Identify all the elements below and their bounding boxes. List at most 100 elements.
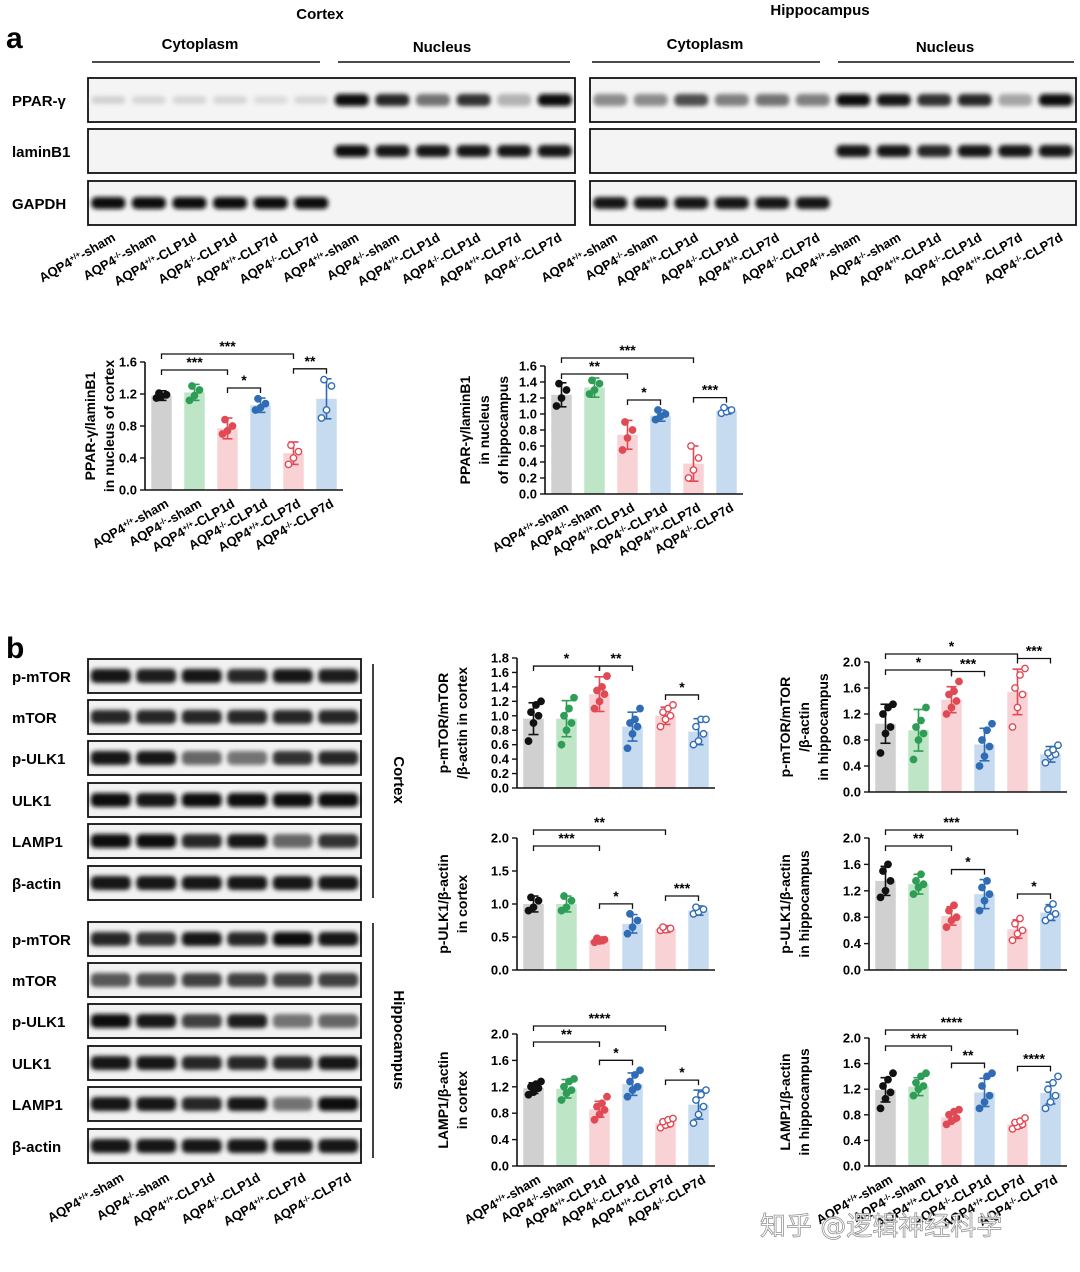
chart-ylabel: in hippocampus bbox=[796, 850, 812, 958]
chart-point bbox=[983, 877, 991, 885]
chart-point bbox=[881, 886, 890, 895]
blot-band bbox=[456, 145, 491, 157]
blot-b-row-label: p-mTOR bbox=[12, 669, 71, 686]
blot-a-frame bbox=[589, 77, 1077, 123]
chart-point bbox=[919, 729, 928, 738]
chart-point bbox=[562, 726, 571, 735]
chart-tick-label: 0.8 bbox=[519, 423, 537, 438]
chart-point bbox=[983, 726, 991, 735]
blot-band bbox=[181, 973, 222, 987]
blot-band bbox=[714, 197, 749, 209]
chart-point bbox=[623, 744, 632, 753]
chart-point bbox=[289, 454, 298, 462]
chart-tick-label: 0.0 bbox=[519, 487, 537, 502]
chart-tick-label: 1.4 bbox=[519, 375, 538, 390]
blot-b-label-hippocampus: Hippocampus bbox=[390, 990, 407, 1089]
chart-tick-label: 0.4 bbox=[119, 451, 138, 466]
chart-sig-bracket bbox=[626, 399, 662, 405]
chart-8: 0.0 0.4 0.8 1.2 1.6 2.0 LAMP1/β-actin in hippoc… bbox=[777, 1014, 1067, 1231]
chart-point bbox=[598, 1099, 606, 1108]
blot-band bbox=[415, 94, 451, 106]
chart-ylabel: p-ULK1/β-actin bbox=[435, 854, 451, 954]
blot-band bbox=[136, 1139, 177, 1153]
blot-band bbox=[90, 1097, 131, 1111]
blot-band bbox=[227, 876, 268, 890]
blot-band bbox=[181, 710, 222, 724]
chart-point bbox=[1049, 745, 1057, 754]
chart-point bbox=[947, 703, 956, 712]
chart-tick-label: 0.6 bbox=[491, 737, 509, 752]
chart-bar bbox=[523, 1088, 544, 1166]
chart-point bbox=[598, 682, 606, 691]
chart-point bbox=[879, 710, 887, 718]
blot-band bbox=[227, 751, 268, 765]
chart-sig-label: **** bbox=[1023, 1050, 1045, 1066]
blot-band bbox=[227, 1097, 268, 1111]
chart-ylabel: PPAR-γ/laminB1 bbox=[457, 375, 473, 484]
chart-point bbox=[623, 434, 632, 442]
chart-tick-label: 1.2 bbox=[843, 883, 861, 898]
chart-sig-label: * bbox=[1031, 878, 1037, 894]
blot-band bbox=[181, 1139, 222, 1153]
chart-tick-label: 2.0 bbox=[843, 831, 861, 846]
chart-point bbox=[912, 723, 920, 731]
blot-a-lane-labels: AQP4+/+-shamAQP4-/--shamAQP4+/+-CLP1dAQP… bbox=[36, 230, 1065, 289]
chart-point bbox=[623, 929, 632, 938]
chart-tick-label: 1.2 bbox=[491, 1079, 509, 1094]
chart-point bbox=[562, 386, 571, 394]
chart-point bbox=[527, 893, 535, 902]
blot-band bbox=[497, 145, 532, 157]
chart-tick-label: 1.0 bbox=[519, 407, 537, 422]
blot-b-frame bbox=[87, 1045, 362, 1081]
chart-ylabel: in nucleus bbox=[476, 395, 492, 464]
chart-point bbox=[985, 1091, 994, 1100]
chart-tick-label: 1.6 bbox=[491, 1053, 509, 1068]
blot-band bbox=[272, 1014, 313, 1028]
blot-band bbox=[91, 197, 126, 209]
chart-sig-bracket bbox=[664, 895, 700, 901]
chart-point bbox=[1008, 936, 1017, 945]
chart-tick-label: 2.0 bbox=[491, 1027, 509, 1042]
chart-point bbox=[720, 403, 728, 412]
blot-a-frame bbox=[87, 128, 576, 174]
blot-a-frame bbox=[87, 180, 576, 226]
chart-bar bbox=[974, 744, 995, 792]
blot-band bbox=[633, 94, 668, 106]
chart-point bbox=[1051, 910, 1060, 918]
chart-bar bbox=[622, 1084, 643, 1166]
chart-point bbox=[636, 704, 644, 713]
chart-point bbox=[669, 701, 677, 709]
chart-tick-label: 2.0 bbox=[843, 655, 861, 670]
chart-point bbox=[567, 896, 576, 905]
chart-point bbox=[560, 1082, 568, 1091]
chart-point bbox=[557, 1096, 566, 1104]
chart-point bbox=[699, 729, 708, 738]
blot-band bbox=[90, 669, 131, 683]
chart-sig-label: *** bbox=[558, 830, 575, 846]
chart-point bbox=[659, 923, 667, 931]
blot-b-label-cortex: Cortex bbox=[390, 756, 407, 804]
blot-band bbox=[957, 94, 992, 106]
blot-band bbox=[836, 94, 871, 106]
chart-sig-bracket bbox=[532, 1041, 601, 1047]
blot-a-frame bbox=[589, 180, 1077, 226]
blot-b-frame bbox=[87, 865, 362, 901]
chart-point bbox=[1046, 1098, 1055, 1106]
blot-band bbox=[227, 793, 268, 807]
blot-b-frame bbox=[87, 1086, 362, 1122]
chart-tick-label: 1.0 bbox=[491, 897, 509, 912]
chart-point bbox=[1051, 1091, 1060, 1100]
chart-point bbox=[687, 442, 695, 450]
blot-b-frame bbox=[87, 921, 362, 957]
chart-sig-label: *** bbox=[674, 880, 691, 896]
blot-band bbox=[537, 145, 572, 157]
chart-tick-label: 0.6 bbox=[519, 439, 537, 454]
chart-bar bbox=[151, 395, 172, 490]
chart-point bbox=[917, 870, 925, 879]
panel-a-label: a bbox=[6, 22, 23, 55]
blot-band bbox=[181, 876, 222, 890]
chart-tick-label: 0.0 bbox=[491, 1159, 509, 1174]
chart-point bbox=[628, 923, 637, 931]
chart-point bbox=[884, 1075, 892, 1084]
chart-bar bbox=[941, 699, 962, 792]
